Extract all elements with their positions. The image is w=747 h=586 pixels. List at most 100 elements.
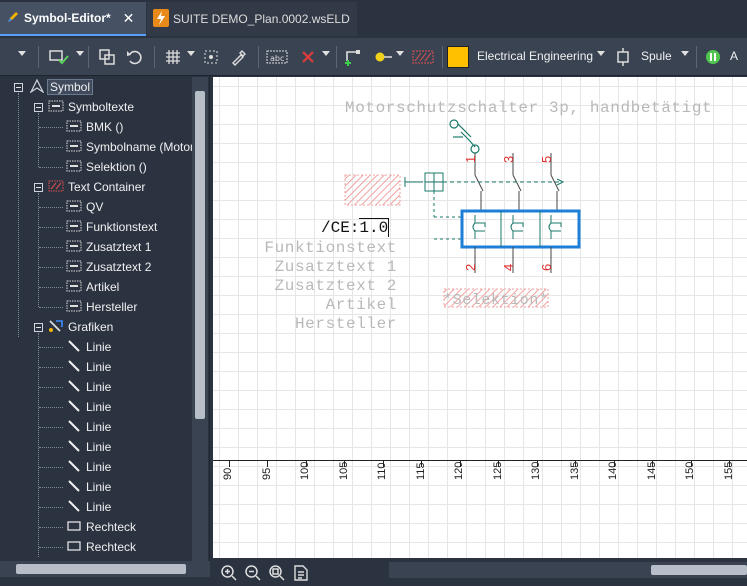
page-view-icon[interactable]: [291, 563, 311, 583]
discipline-select[interactable]: Electrical Engineering: [477, 49, 594, 63]
canvas-hscroll-thumb[interactable]: [651, 565, 747, 575]
snap-icon[interactable]: [200, 46, 222, 68]
tree-item[interactable]: Hersteller: [66, 297, 137, 317]
delete-icon[interactable]: [298, 46, 318, 68]
text-block-icon: [66, 159, 82, 176]
function-text[interactable]: Funktionstext: [264, 239, 397, 257]
pen-icon: [6, 10, 20, 27]
overload-block[interactable]: [460, 209, 581, 249]
text-container-icon: [48, 179, 64, 196]
ruler-tick-label: 150: [684, 461, 696, 480]
pin-label: 1: [463, 155, 478, 163]
bmk-text[interactable]: /CE:1.0: [321, 218, 390, 237]
tree-vertical-scrollbar[interactable]: [192, 77, 208, 561]
tree-item[interactable]: Linie: [66, 337, 111, 357]
text-container-expander[interactable]: [34, 183, 43, 192]
symbol-expander[interactable]: [14, 83, 23, 92]
ruler-tick-label: 130: [530, 461, 542, 480]
tree-group-text-container[interactable]: Text Container: [48, 177, 145, 197]
ruler-tick: [382, 461, 384, 467]
tree-item[interactable]: Linie: [66, 357, 111, 377]
pin-label: 5: [539, 155, 554, 163]
toolbar-label-a[interactable]: A: [730, 49, 739, 63]
additional-text-1[interactable]: Zusatztext 1: [274, 258, 397, 276]
zoom-fit-icon[interactable]: [267, 563, 287, 583]
tree-item[interactable]: Funktionstext: [66, 217, 157, 237]
symbol-graphic[interactable]: [213, 77, 747, 457]
additional-text-2[interactable]: Zusatztext 2: [274, 277, 397, 295]
tree-item[interactable]: QV: [66, 197, 103, 217]
tree-item[interactable]: Linie: [66, 457, 111, 477]
tab-symbol-editor[interactable]: Symbol-Editor* ✕: [0, 2, 146, 36]
ruler-tick-label: 110: [376, 462, 388, 480]
tree-item[interactable]: Artikel: [66, 277, 119, 297]
tree-horizontal-scrollbar[interactable]: [0, 561, 210, 577]
transform-icon[interactable]: [96, 46, 118, 68]
text-block-icon: [48, 99, 64, 116]
tab-label: SUITE DEMO_Plan.0002.wsELD: [173, 12, 350, 26]
tree-item[interactable]: Linie: [66, 377, 111, 397]
rectangle-icon: [66, 519, 82, 536]
ruler-line: [213, 460, 747, 461]
tree-item[interactable]: BMK (): [66, 117, 123, 137]
tree-item[interactable]: Linie: [66, 417, 111, 437]
discipline-dropdown-button[interactable]: [597, 51, 605, 56]
ruler-tick: [305, 461, 307, 467]
ruler-tick: [729, 461, 730, 467]
symboltexte-expander[interactable]: [34, 103, 43, 112]
ruler-tick-label: 140: [607, 461, 619, 480]
tree-item[interactable]: Linie: [66, 497, 111, 517]
symbol-type-dropdown-button[interactable]: [681, 51, 689, 56]
zoom-out-icon[interactable]: [243, 563, 263, 583]
selection-text[interactable]: *Selektion*: [443, 292, 549, 309]
article-text[interactable]: Artikel: [325, 296, 397, 314]
selection-placeholder[interactable]: [443, 288, 549, 308]
tree-root-symbol[interactable]: Symbol: [29, 77, 94, 97]
tree-item[interactable]: Selektion (): [66, 157, 147, 177]
tree-item[interactable]: Symbolname (Motorsc: [66, 137, 206, 157]
connector-add-icon[interactable]: [342, 46, 364, 68]
tree-hscroll-thumb[interactable]: [16, 564, 186, 574]
tree-group-grafiken[interactable]: Grafiken: [48, 317, 113, 337]
symbol-type-select[interactable]: Spule: [641, 49, 672, 63]
grid-dropdown-button[interactable]: [187, 51, 195, 56]
menu-dropdown-button[interactable]: [18, 51, 26, 56]
bmk-prefix: /CE:: [321, 219, 360, 237]
ruler-tick-label: 95: [260, 467, 273, 480]
hatch-icon[interactable]: [410, 46, 436, 68]
tree-item[interactable]: Rechteck: [66, 517, 136, 537]
bmk-placeholder[interactable]: [344, 174, 401, 206]
tree-item[interactable]: Zusatztext 2: [66, 257, 151, 277]
tab-project-plan[interactable]: SUITE DEMO_Plan.0002.wsELD: [147, 2, 357, 36]
tree-item[interactable]: Zusatztext 1: [66, 237, 151, 257]
tree-item[interactable]: Linie: [66, 397, 111, 417]
pause-icon[interactable]: [704, 46, 722, 68]
tree-group-symboltexte[interactable]: Symboltexte: [48, 97, 134, 117]
zoom-in-icon[interactable]: [219, 563, 239, 583]
connection-point-icon[interactable]: [372, 46, 394, 68]
manufacturer-text[interactable]: Hersteller: [294, 315, 397, 333]
tree-scroll-thumb[interactable]: [195, 91, 205, 419]
ruler-tick-label: 125: [491, 461, 504, 480]
ruler-tick: [459, 461, 461, 467]
rotate-icon[interactable]: [124, 46, 146, 68]
grid-icon[interactable]: [162, 46, 184, 68]
color-swatch[interactable]: [446, 46, 470, 68]
symbol-title-text[interactable]: Motorschutzschalter 3p, handbetätigt: [345, 99, 713, 117]
text-field-icon[interactable]: abc: [264, 46, 290, 68]
canvas-horizontal-scrollbar[interactable]: [389, 562, 747, 578]
tree-item[interactable]: Rechteck: [66, 537, 136, 557]
tab-close-button[interactable]: ✕: [122, 10, 135, 26]
select-check-icon[interactable]: [46, 46, 72, 68]
tree-item[interactable]: Linie: [66, 437, 111, 457]
connection-dropdown-button[interactable]: [396, 51, 404, 56]
drawing-canvas[interactable]: Motorschutzschalter 3p, handbetätigt: [213, 77, 747, 558]
line-icon: [66, 479, 82, 496]
ruler-tick: [690, 461, 692, 467]
grafiken-expander[interactable]: [34, 323, 43, 332]
pipette-icon[interactable]: [228, 46, 250, 68]
tree-item[interactable]: Linie: [66, 477, 111, 497]
text-block-icon: [66, 259, 82, 276]
select-dropdown-button[interactable]: [76, 51, 84, 56]
delete-dropdown-button[interactable]: [322, 51, 330, 56]
